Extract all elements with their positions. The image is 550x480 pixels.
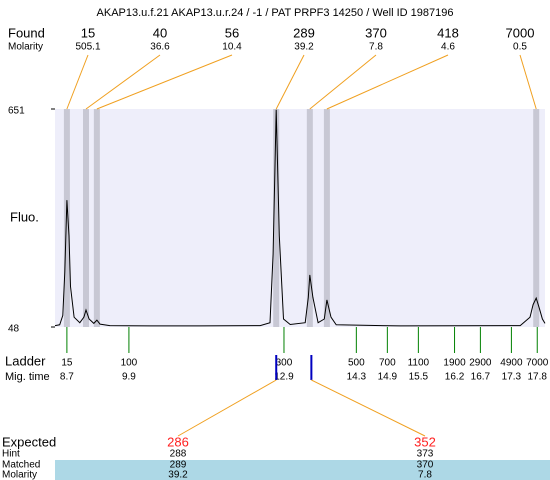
peak-band [63, 109, 70, 327]
peak-connector [66, 54, 89, 110]
mig-time-label: Mig. time [5, 371, 50, 383]
found-size: 40 [153, 25, 167, 40]
found-molarity-label: Molarity [8, 42, 43, 53]
ladder-size: 1900 [443, 358, 466, 369]
found-size: 289 [293, 25, 315, 40]
hint-size: 288 [170, 449, 187, 460]
found-molarity: 7.8 [369, 42, 383, 53]
found-label: Found [8, 25, 45, 40]
ladder-size: 2900 [469, 358, 492, 369]
peak-connector [309, 54, 377, 110]
matched-molarity: 7.8 [418, 470, 432, 480]
peak-band [533, 109, 540, 327]
ladder-label: Ladder [5, 353, 46, 368]
molarity-label: Molarity [2, 470, 37, 480]
peak-connector [275, 54, 305, 110]
y-tick-label: 48 [8, 324, 20, 335]
peak-connector [326, 54, 449, 110]
matched-size: 370 [417, 460, 434, 471]
ladder-size: 700 [379, 358, 396, 369]
expected-connector [177, 379, 277, 437]
ladder-mig-time: 14.3 [347, 372, 367, 383]
matched-label: Matched [2, 460, 40, 471]
hint-label: Hint [2, 449, 20, 460]
ladder-size: 500 [348, 358, 365, 369]
ladder-mig-time: 14.9 [378, 372, 398, 383]
found-size: 15 [81, 25, 95, 40]
peak-band [273, 109, 280, 327]
peak-connector [519, 54, 537, 110]
ladder-size: 1100 [408, 358, 430, 369]
expected-label: Expected [2, 434, 56, 449]
ladder-mig-time: 9.9 [122, 372, 136, 383]
expected-size: 286 [167, 434, 189, 449]
expected-connector [311, 379, 426, 437]
ladder-size: 4900 [500, 358, 523, 369]
y-label: Fluo. [10, 209, 39, 224]
ladder-mig-time: 17.8 [528, 372, 548, 383]
matched-molarity: 39.2 [168, 470, 188, 480]
ladder-mig-time: 12.9 [274, 372, 294, 383]
ladder-mig-time: 17.3 [502, 372, 522, 383]
found-size: 56 [225, 25, 239, 40]
ladder-mig-time: 8.7 [60, 372, 74, 383]
plot-background [55, 109, 545, 327]
y-tick-label: 651 [8, 106, 25, 117]
found-size: 370 [365, 25, 387, 40]
expected-size: 352 [414, 434, 436, 449]
peak-band [83, 109, 90, 327]
ladder-size: 300 [276, 358, 293, 369]
peak-connector [85, 54, 161, 110]
peak-band [323, 109, 330, 327]
found-molarity: 505.1 [75, 42, 100, 53]
ladder-size: 7000 [526, 358, 549, 369]
found-molarity: 10.4 [222, 42, 242, 53]
peak-band [93, 109, 100, 327]
ladder-size: 100 [121, 358, 138, 369]
ladder-size: 15 [61, 358, 73, 369]
found-molarity: 36.6 [150, 42, 170, 53]
found-size: 418 [437, 25, 459, 40]
ladder-mig-time: 16.2 [445, 372, 465, 383]
peak-connector [96, 54, 233, 110]
chart-title: AKAP13.u.f.21 AKAP13.u.r.24 / -1 / PAT P… [97, 7, 454, 19]
ladder-mig-time: 16.7 [471, 372, 491, 383]
trace [54, 109, 546, 327]
matched-size: 289 [170, 460, 187, 471]
hint-size: 373 [417, 449, 434, 460]
found-molarity: 39.2 [294, 42, 314, 53]
found-molarity: 0.5 [513, 42, 527, 53]
ladder-mig-time: 15.5 [409, 372, 429, 383]
found-molarity: 4.6 [441, 42, 455, 53]
found-size: 7000 [506, 25, 535, 40]
peak-band [306, 109, 313, 327]
matched-row-bg [55, 460, 550, 480]
